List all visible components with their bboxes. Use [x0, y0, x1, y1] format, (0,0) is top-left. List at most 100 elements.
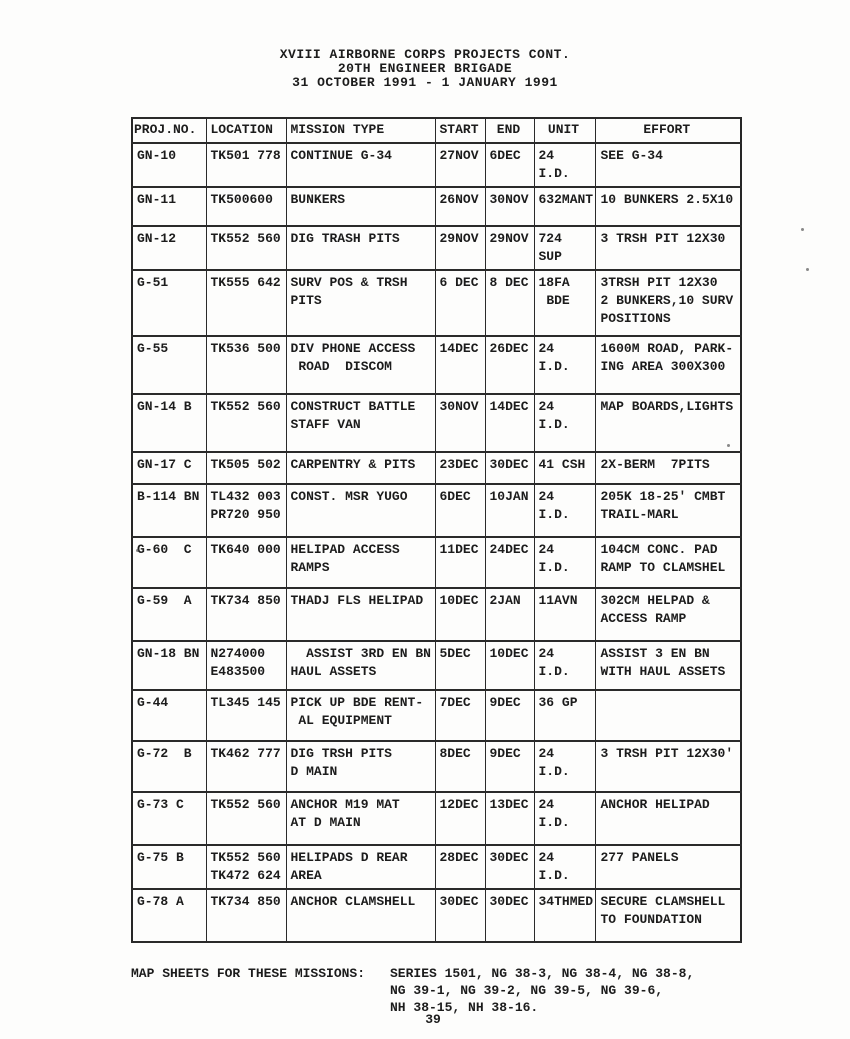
- cell-unit: 36 GP: [533, 689, 596, 742]
- cell-location: TK462 777: [205, 740, 287, 793]
- cell-unit: 11AVN: [533, 587, 596, 642]
- cell-end: 24DEC: [484, 536, 535, 589]
- table-row: GN-17 C TK505 502 CARPENTRY & PITS 23DEC 30D…: [131, 451, 742, 485]
- scan-speck: [136, 549, 139, 552]
- cell-start: 26NOV: [434, 186, 486, 227]
- table-row: GN-10 TK501 778 CONTINUE G-34 27NOV 6DEC 24 I…: [131, 142, 742, 188]
- cell-end: 9DEC: [484, 740, 535, 793]
- cell-location: TL432 003 PR720 950: [205, 483, 287, 538]
- cell-mission-type: SURV POS & TRSH PITS: [285, 269, 436, 337]
- cell-proj-no: G-75 B: [131, 844, 207, 890]
- cell-mission-type: ANCHOR CLAMSHELL: [285, 888, 436, 943]
- cell-effort: 277 PANELS: [594, 844, 742, 890]
- table-row: B-114 BN TL432 003 PR720 950 CONST. MSR YU…: [131, 483, 742, 538]
- cell-mission-type: DIV PHONE ACCESS ROAD DISCOM: [285, 335, 436, 395]
- cell-mission-type: ANCHOR M19 MAT AT D MAIN: [285, 791, 436, 846]
- table-row: G-75 B TK552 560 TK472 624 HELIPADS D REAR…: [131, 844, 742, 890]
- cell-proj-no: GN-18 BN: [131, 640, 207, 691]
- cell-start: 8DEC: [434, 740, 486, 793]
- projects-table: PROJ.NO. LOCATION MISSION TYPE START END UNIT…: [131, 117, 742, 943]
- cell-start: 7DEC: [434, 689, 486, 742]
- cell-location: TK505 502: [205, 451, 287, 485]
- cell-proj-no: GN-17 C: [131, 451, 207, 485]
- cell-unit: 24 I.D.: [533, 142, 596, 188]
- cell-effort: SECURE CLAMSHELL TO FOUNDATION: [594, 888, 742, 943]
- table-row: GN-14 B TK552 560 CONSTRUCT BATTLE STAFF V…: [131, 393, 742, 453]
- cell-mission-type: CONSTRUCT BATTLE STAFF VAN: [285, 393, 436, 453]
- cell-start: 12DEC: [434, 791, 486, 846]
- table-header-row: PROJ.NO. LOCATION MISSION TYPE START END UNIT…: [131, 117, 742, 144]
- cell-unit: 24 I.D.: [533, 536, 596, 589]
- cell-mission-type: ASSIST 3RD EN BN HAUL ASSETS: [285, 640, 436, 691]
- scan-speck: [806, 268, 809, 271]
- cell-effort: 3TRSH PIT 12X30 2 BUNKERS,10 SURV POSITI…: [594, 269, 742, 337]
- table-row: G-78 A TK734 850 ANCHOR CLAMSHELL 30DEC 30DE…: [131, 888, 742, 943]
- cell-effort: 302CM HELPAD & ACCESS RAMP: [594, 587, 742, 642]
- cell-effort: 3 TRSH PIT 12X30': [594, 740, 742, 793]
- cell-location: TK734 850: [205, 587, 287, 642]
- cell-start: 6 DEC: [434, 269, 486, 337]
- cell-proj-no: G-78 A: [131, 888, 207, 943]
- cell-mission-type: HELIPAD ACCESS RAMPS: [285, 536, 436, 589]
- table-row: G-60 C TK640 000 HELIPAD ACCESS RAMPS 11DEC…: [131, 536, 742, 589]
- cell-effort: ASSIST 3 EN BN WITH HAUL ASSETS: [594, 640, 742, 691]
- cell-end: 14DEC: [484, 393, 535, 453]
- cell-proj-no: G-60 C: [131, 536, 207, 589]
- cell-effort: 2X-BERM 7PITS: [594, 451, 742, 485]
- cell-start: 14DEC: [434, 335, 486, 395]
- cell-location: N274000 E483500: [205, 640, 287, 691]
- cell-location: TK552 560 TK472 624: [205, 844, 287, 890]
- cell-start: 27NOV: [434, 142, 486, 188]
- map-sheets-label: MAP SHEETS FOR THESE MISSIONS:: [131, 966, 366, 981]
- cell-unit: 24 I.D.: [533, 393, 596, 453]
- cell-proj-no: G-72 B: [131, 740, 207, 793]
- cell-effort: 10 BUNKERS 2.5X10: [594, 186, 742, 227]
- table-row: G-72 B TK462 777 DIG TRSH PITS D MAIN 8DEC 9…: [131, 740, 742, 793]
- cell-proj-no: B-114 BN: [131, 483, 207, 538]
- cell-effort: 3 TRSH PIT 12X30: [594, 225, 742, 271]
- cell-unit: 632MANT: [533, 186, 596, 227]
- cell-mission-type: HELIPADS D REAR AREA: [285, 844, 436, 890]
- cell-mission-type: CONTINUE G-34: [285, 142, 436, 188]
- title-line-1: XVIII AIRBORNE CORPS PROJECTS CONT.: [279, 47, 571, 62]
- cell-unit: 24 I.D.: [533, 844, 596, 890]
- column-header-end: END: [484, 117, 535, 144]
- cell-location: TK734 850: [205, 888, 287, 943]
- cell-effort: 104CM CONC. PAD RAMP TO CLAMSHEL: [594, 536, 742, 589]
- cell-end: 10DEC: [484, 640, 535, 691]
- cell-mission-type: THADJ FLS HELIPAD: [285, 587, 436, 642]
- scan-speck: [727, 444, 730, 447]
- table-row: GN-18 BN N274000 E483500 ASSIST 3RD EN BN…: [131, 640, 742, 691]
- map-sheets-line: NH 38-15, NH 38-16.: [390, 1000, 539, 1015]
- cell-unit: 18FA BDE: [533, 269, 596, 337]
- table-row: G-59 A TK734 850 THADJ FLS HELIPAD 10DEC 2JA…: [131, 587, 742, 642]
- cell-start: 5DEC: [434, 640, 486, 691]
- column-header-mission-type: MISSION TYPE: [285, 117, 436, 144]
- cell-end: 6DEC: [484, 142, 535, 188]
- cell-unit: 24 I.D.: [533, 640, 596, 691]
- cell-start: 6DEC: [434, 483, 486, 538]
- cell-location: TL345 145: [205, 689, 287, 742]
- cell-start: 30NOV: [434, 393, 486, 453]
- cell-unit: 34THMED: [533, 888, 596, 943]
- scan-speck: [801, 228, 804, 231]
- cell-end: 26DEC: [484, 335, 535, 395]
- cell-start: 23DEC: [434, 451, 486, 485]
- column-header-proj-no: PROJ.NO.: [131, 117, 207, 144]
- cell-start: 10DEC: [434, 587, 486, 642]
- cell-start: 28DEC: [434, 844, 486, 890]
- cell-mission-type: PICK UP BDE RENT- AL EQUIPMENT: [285, 689, 436, 742]
- cell-start: 29NOV: [434, 225, 486, 271]
- cell-end: 2JAN: [484, 587, 535, 642]
- cell-location: TK536 500: [205, 335, 287, 395]
- map-sheets-list: SERIES 1501, NG 38-3, NG 38-4, NG 38-8, …: [390, 965, 694, 1016]
- cell-end: 30DEC: [484, 844, 535, 890]
- cell-end: 9DEC: [484, 689, 535, 742]
- cell-location: TK500600: [205, 186, 287, 227]
- cell-mission-type: BUNKERS: [285, 186, 436, 227]
- cell-proj-no: GN-11: [131, 186, 207, 227]
- cell-effort: MAP BOARDS,LIGHTS: [594, 393, 742, 453]
- cell-proj-no: GN-12: [131, 225, 207, 271]
- cell-start: 30DEC: [434, 888, 486, 943]
- column-header-effort: EFFORT: [594, 117, 742, 144]
